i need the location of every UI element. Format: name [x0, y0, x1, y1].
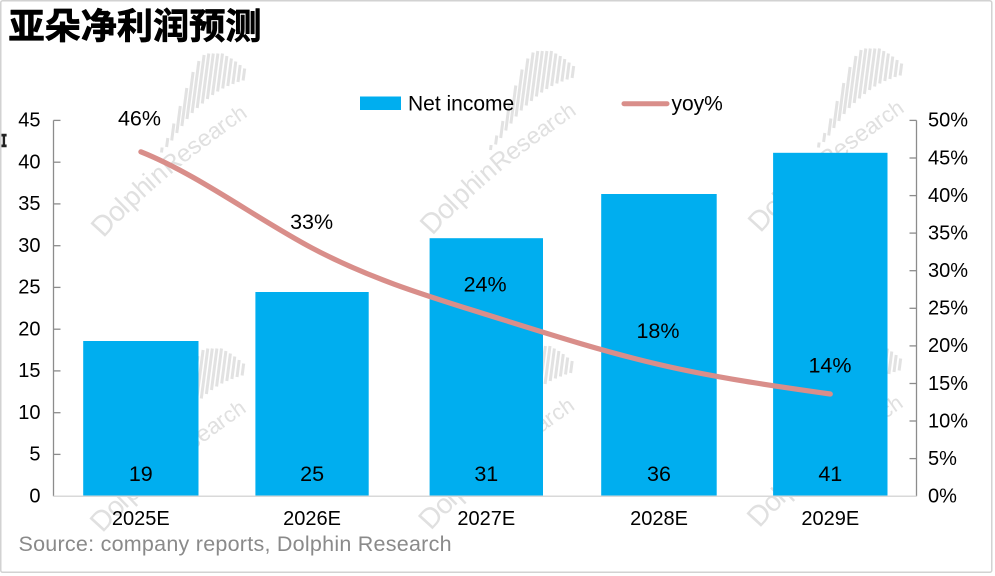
svg-text:33%: 33% [290, 210, 333, 234]
svg-text:40%: 40% [928, 185, 968, 207]
svg-text:10: 10 [18, 402, 40, 424]
svg-text:45%: 45% [928, 147, 968, 169]
svg-text:25: 25 [18, 277, 40, 299]
svg-text:14%: 14% [808, 354, 851, 378]
svg-text:30%: 30% [928, 260, 968, 282]
svg-text:46%: 46% [118, 107, 161, 131]
svg-text:10%: 10% [928, 410, 968, 432]
svg-text:2026E: 2026E [283, 508, 341, 530]
svg-text:25: 25 [300, 462, 324, 486]
svg-text:5: 5 [29, 444, 40, 466]
svg-text:Net income: Net income [408, 92, 514, 115]
svg-text:2025E: 2025E [112, 508, 170, 530]
svg-text:0: 0 [29, 486, 40, 508]
svg-text:36: 36 [647, 462, 671, 486]
svg-text:50%: 50% [928, 110, 968, 132]
svg-text:25%: 25% [928, 298, 968, 320]
svg-text:35: 35 [18, 193, 40, 215]
svg-text:2029E: 2029E [801, 508, 859, 530]
svg-text:2027E: 2027E [457, 508, 515, 530]
svg-text:19: 19 [129, 462, 153, 486]
svg-text:30: 30 [18, 235, 40, 257]
svg-text:15%: 15% [928, 373, 968, 395]
svg-text:0%: 0% [928, 486, 957, 508]
svg-text:45: 45 [18, 110, 40, 132]
svg-text:yoy%: yoy% [672, 92, 723, 115]
svg-text:20%: 20% [928, 335, 968, 357]
svg-text:2028E: 2028E [630, 508, 688, 530]
svg-text:20: 20 [18, 319, 40, 341]
svg-text:31: 31 [474, 462, 498, 486]
svg-text:41: 41 [818, 462, 842, 486]
svg-text:40: 40 [18, 152, 40, 174]
svg-text:Source: company reports, Dolph: Source: company reports, Dolphin Researc… [19, 532, 452, 556]
svg-text:5%: 5% [928, 448, 957, 470]
svg-text:35%: 35% [928, 222, 968, 244]
svg-text:24%: 24% [464, 272, 507, 296]
svg-text:18%: 18% [636, 319, 679, 343]
svg-text:15: 15 [18, 360, 40, 382]
